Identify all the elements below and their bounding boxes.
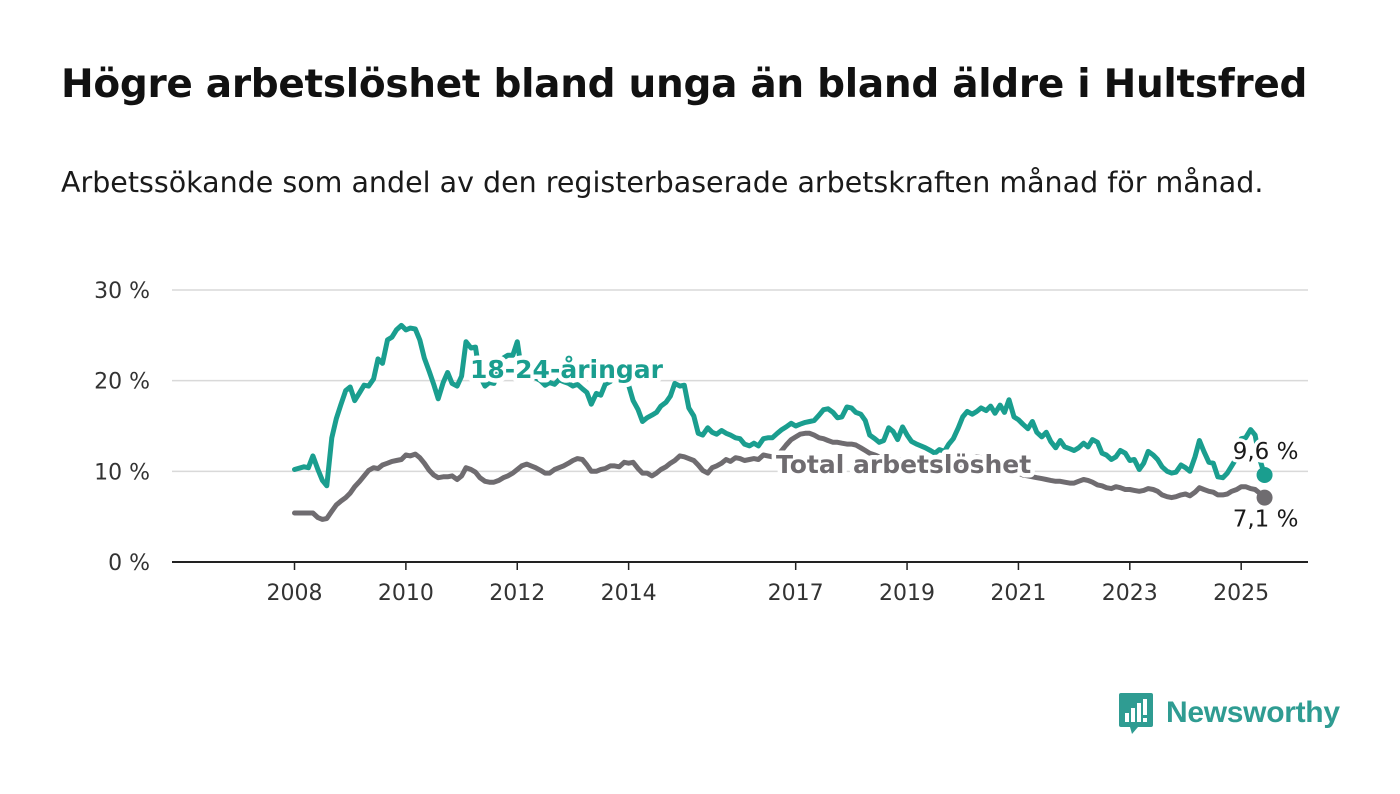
x-tick-label: 2012 [489,581,545,606]
x-tick-label: 2017 [768,581,824,606]
x-tick-label: 2025 [1213,581,1269,606]
x-tick-label: 2014 [601,581,657,606]
series-label-youth: 18-24-åringar [470,355,664,384]
y-tick-label: 0 % [108,551,150,576]
end-label-total: 7,1 % [1233,507,1299,533]
series-label-total: Total arbetslöshet [776,450,1031,479]
chart-subtitle: Arbetssökande som andel av den registerb… [61,166,1264,199]
series-line-total [292,430,1268,522]
x-tick-label: 2010 [378,581,434,606]
chart-series [292,322,1273,522]
end-label-youth-halo: 9,6 % [1233,439,1299,465]
series-label-youth-halo: 18-24-åringar [470,355,664,384]
y-tick-label: 20 % [94,370,150,395]
end-label-youth: 9,6 % [1233,439,1299,465]
end-label-total-halo: 7,1 % [1233,507,1299,533]
x-tick-label: 2023 [1102,581,1158,606]
x-tick-label: 2019 [879,581,935,606]
line-chart: 0 % 10 % 20 % 30 % 2008 2010 2012 2014 2017 2019 2… [94,279,1308,606]
bar-chart-speech-bubble-icon [1119,693,1153,734]
x-tick-label: 2008 [267,581,323,606]
brand-logo: Newsworthy [1118,690,1340,736]
x-tick-label: 2021 [990,581,1046,606]
y-tick-label: 10 % [94,460,150,485]
page-title: Högre arbetslöshet bland unga än bland ä… [61,62,1308,107]
series-label-total-halo: Total arbetslöshet [776,450,1031,479]
series-line-youth [292,322,1268,489]
end-point-youth [1256,466,1273,483]
end-point-total [1256,489,1273,506]
y-tick-label: 30 % [94,279,150,304]
brand-name: Newsworthy [1166,696,1340,729]
chart-grid: 0 % 10 % 20 % 30 % 2008 2010 2012 2014 2017 2019 2… [94,279,1308,606]
